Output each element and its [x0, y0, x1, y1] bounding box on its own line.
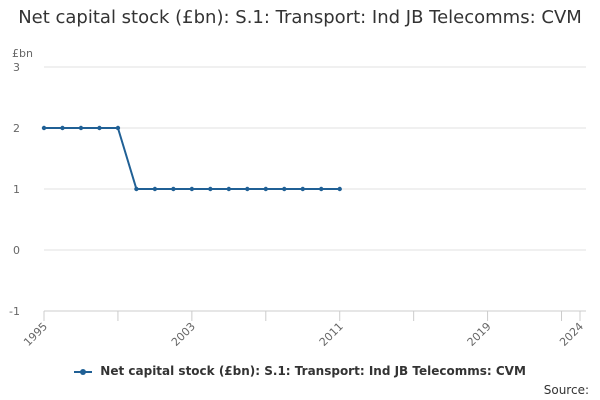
data-point[interactable] [263, 186, 268, 192]
legend-swatch-icon [74, 367, 93, 377]
data-point[interactable] [97, 125, 102, 131]
data-point[interactable] [134, 186, 139, 192]
y-tick-label: 0 [13, 244, 20, 257]
chart-title: Net capital stock (£bn): S.1: Transport:… [18, 7, 582, 28]
x-tick-label: 1995 [21, 320, 50, 349]
data-point[interactable] [282, 186, 287, 192]
x-tick-label: 2019 [465, 320, 494, 349]
series-line [44, 127, 340, 190]
data-point[interactable] [319, 186, 324, 192]
y-tick-label: -1 [9, 305, 20, 318]
y-tick-label: 3 [13, 61, 20, 74]
data-point[interactable] [189, 186, 195, 192]
data-point[interactable] [300, 186, 305, 192]
legend[interactable]: Net capital stock (£bn): S.1: Transport:… [0, 364, 600, 378]
series-lines [41, 125, 342, 192]
data-point[interactable] [41, 125, 47, 131]
x-tick-label: 2024 [557, 320, 586, 349]
legend-series-label: Net capital stock (£bn): S.1: Transport:… [100, 364, 526, 378]
y-axis-unit-label: £bn [12, 47, 33, 60]
data-point[interactable] [226, 186, 232, 192]
data-point[interactable] [245, 186, 250, 192]
data-point[interactable] [78, 125, 84, 131]
y-tick-label: 1 [13, 183, 20, 196]
data-point[interactable] [60, 125, 65, 131]
y-tick-label: 2 [13, 122, 20, 135]
data-point[interactable] [337, 186, 342, 192]
data-point[interactable] [115, 125, 121, 131]
x-axis: 1995 2003 2011 2019 2024 [21, 310, 586, 349]
data-point[interactable] [171, 186, 176, 192]
x-tick-label: 2011 [317, 320, 346, 349]
source-label[interactable]: Source: [543, 383, 589, 397]
data-point[interactable] [208, 186, 213, 192]
y-axis-ticks: -1 0 1 2 3 [9, 61, 20, 318]
x-tick-label: 2003 [169, 320, 198, 349]
data-point[interactable] [152, 186, 158, 192]
